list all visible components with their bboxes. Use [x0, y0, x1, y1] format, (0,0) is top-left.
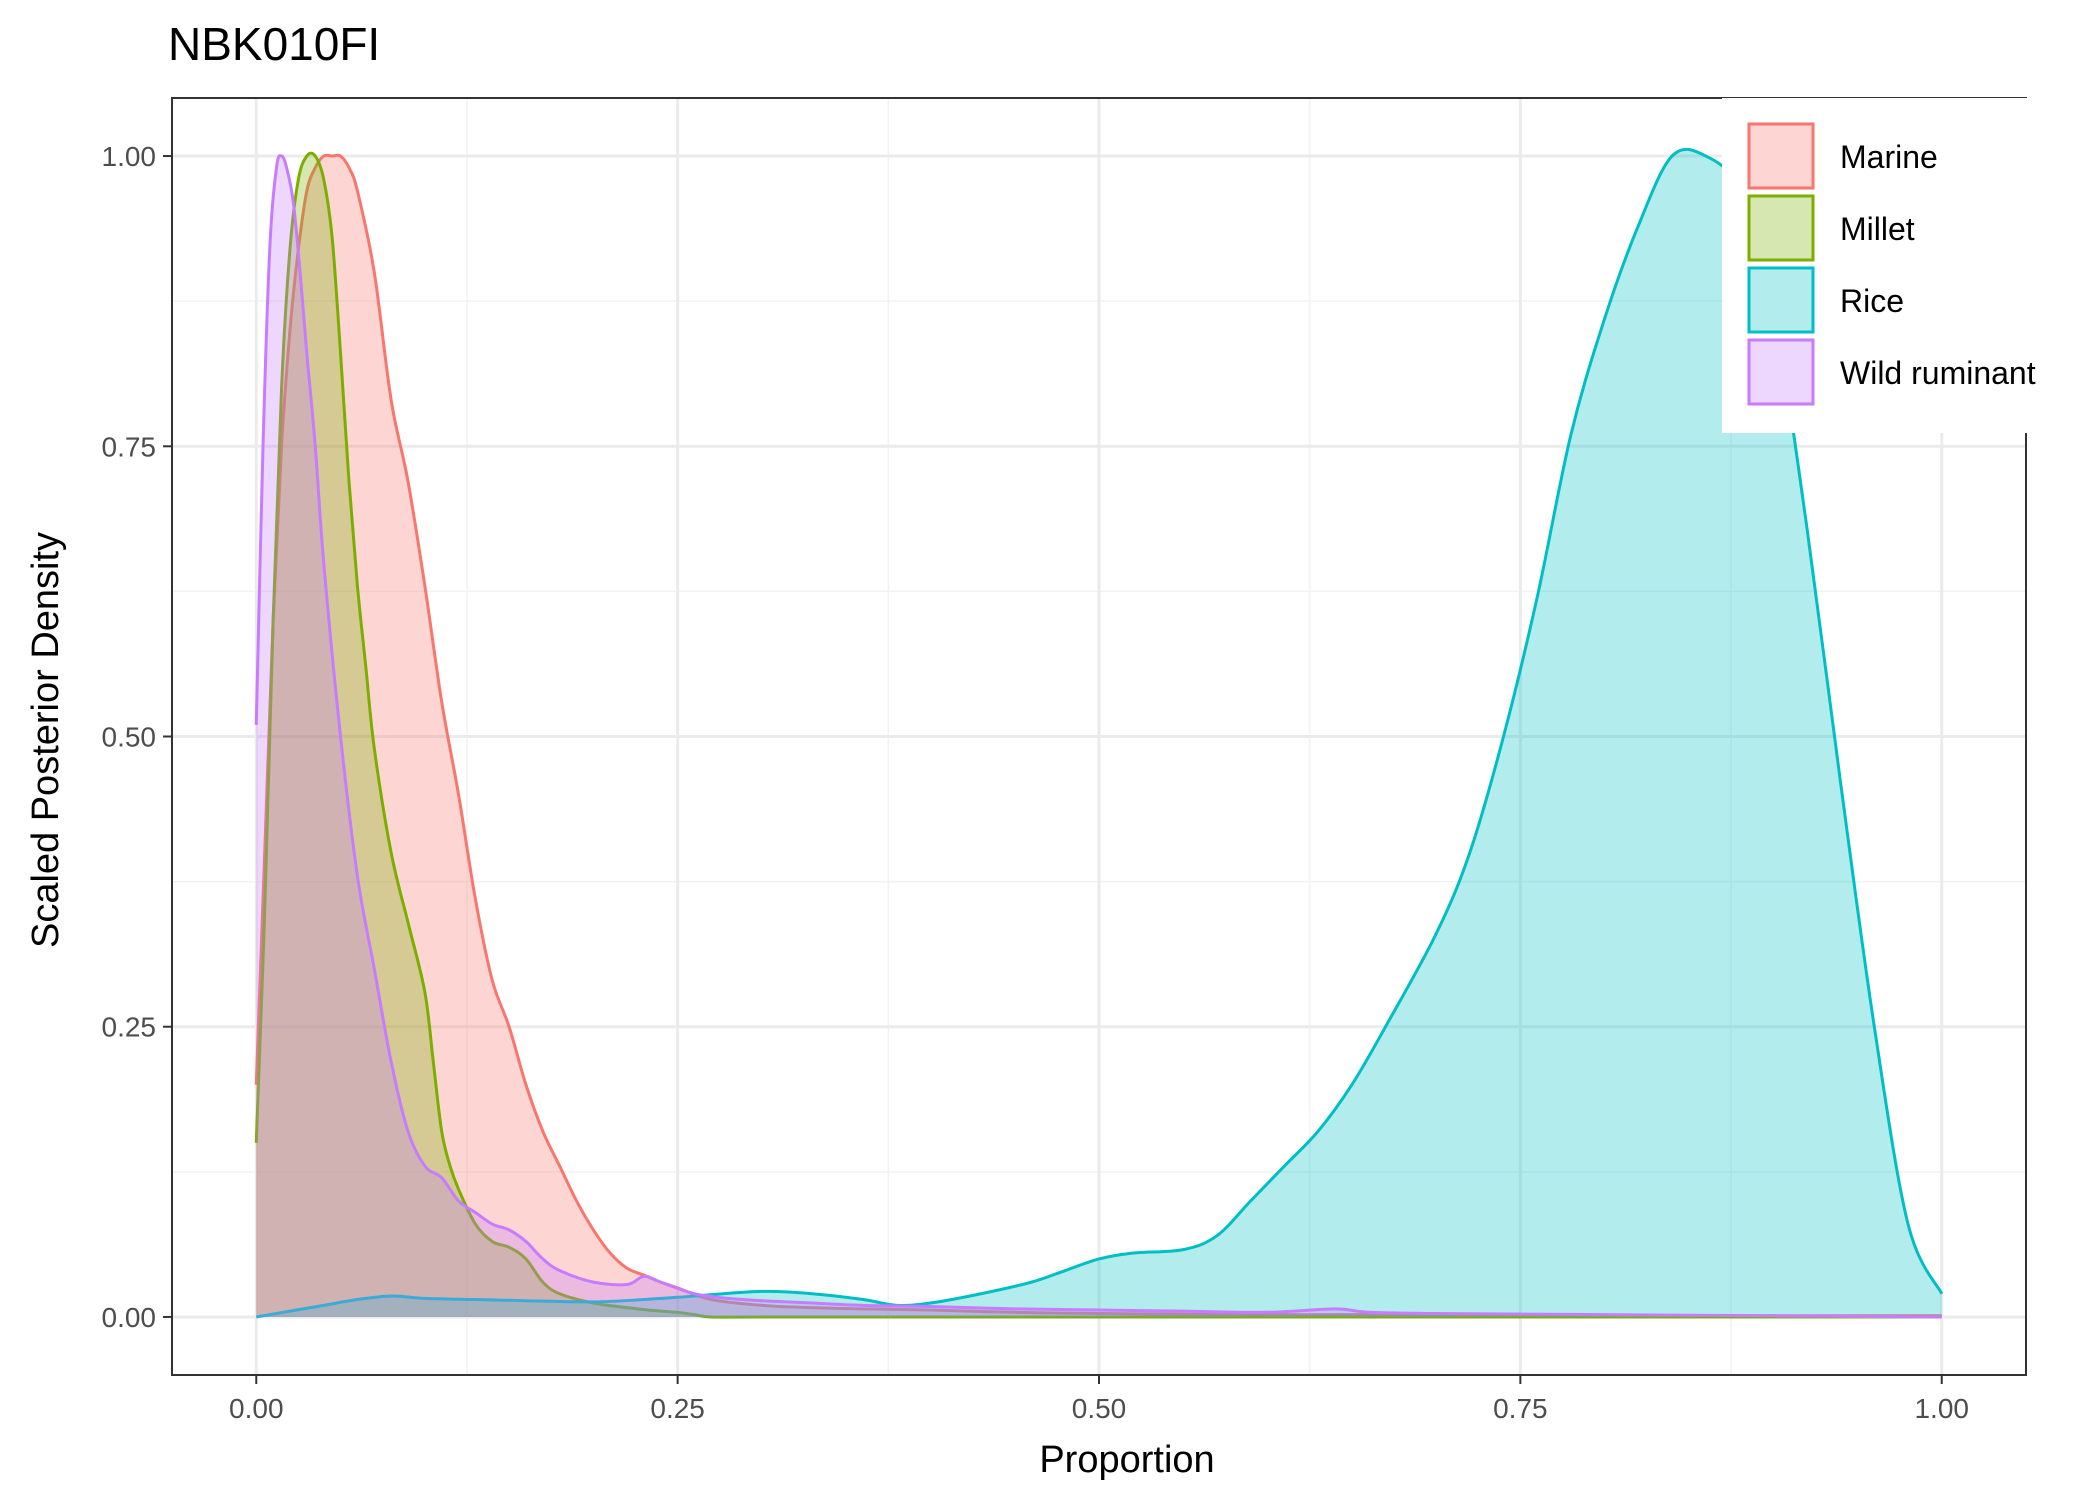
- density-fill-wild-ruminant: [256, 155, 1942, 1317]
- density-fill-millet: [256, 153, 1942, 1318]
- y-tick-label: 0.50: [102, 722, 157, 753]
- density-line-marine: [254, 153, 1942, 1318]
- x-tick-label: 1.00: [1914, 1393, 1969, 1424]
- x-tick-label: 0.50: [1072, 1393, 1127, 1424]
- axis-ticks: 0.00 0.25 0.50 0.75 1.00 0.00 0.25 0.50 0.75 1.00: [102, 141, 1969, 1424]
- chart-title: NBK010FI: [168, 18, 380, 70]
- density-areas: [254, 147, 1944, 1319]
- density-fill-marine: [256, 155, 1942, 1317]
- legend-key-wild-ruminant: [1747, 338, 1815, 406]
- legend-label-marine: Marine: [1840, 139, 1938, 175]
- density-line-millet: [254, 151, 1942, 1319]
- legend-key-marine: [1747, 122, 1815, 190]
- legend-key-bg-marine: [1747, 122, 1815, 190]
- density-line-wild-ruminant: [254, 154, 1942, 1319]
- legend: Marine Millet Rice Wild ruminant: [1722, 98, 2090, 433]
- y-tick-label: 1.00: [102, 141, 157, 172]
- legend-key-bg-millet: [1747, 194, 1815, 262]
- y-tick-label: 0.25: [102, 1012, 157, 1043]
- density-fill-rice: [256, 149, 1942, 1317]
- legend-key-rice: [1747, 266, 1815, 334]
- legend-key-bg-wild-ruminant: [1747, 338, 1815, 406]
- y-tick-label: 0.00: [102, 1302, 157, 1333]
- x-tick-label: 0.75: [1493, 1393, 1548, 1424]
- legend-key-millet: [1747, 194, 1815, 262]
- x-tick-label: 0.00: [229, 1393, 284, 1424]
- legend-key-bg-rice: [1747, 266, 1815, 334]
- legend-label-rice: Rice: [1840, 283, 1904, 319]
- y-tick-label: 0.75: [102, 431, 157, 462]
- y-axis-title: Scaled Posterior Density: [25, 532, 67, 948]
- x-tick-label: 0.25: [650, 1393, 705, 1424]
- legend-label-wild-ruminant: Wild ruminant: [1840, 355, 2036, 391]
- x-axis-title: Proportion: [1039, 1439, 1214, 1481]
- legend-label-millet: Millet: [1840, 211, 1915, 247]
